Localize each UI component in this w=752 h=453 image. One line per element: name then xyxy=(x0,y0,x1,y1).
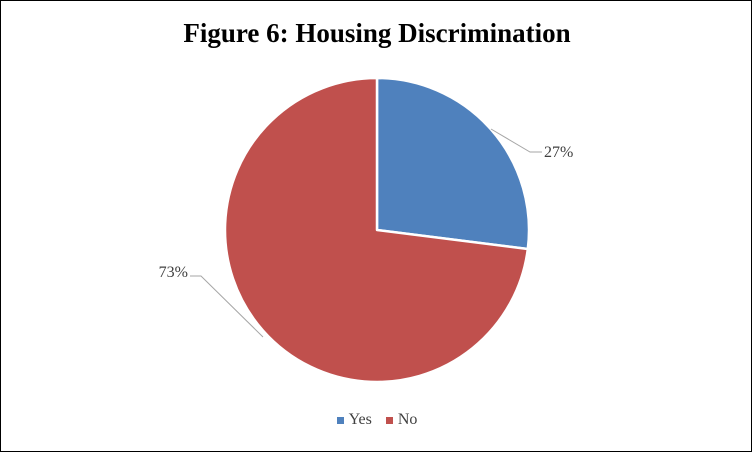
legend-item-no: No xyxy=(385,411,418,429)
legend-swatch-no xyxy=(385,416,393,424)
data-labels: 27% 73% xyxy=(159,144,574,281)
chart-title: Figure 6: Housing Discrimination xyxy=(183,18,571,48)
legend: Yes No xyxy=(1,411,752,429)
legend-item-yes: Yes xyxy=(336,411,372,429)
legend-swatch-yes xyxy=(336,416,344,424)
data-label-yes: 27% xyxy=(544,144,573,161)
leader-line-no xyxy=(190,275,264,338)
legend-label-yes: Yes xyxy=(348,411,372,428)
leader-lines xyxy=(190,128,542,338)
pie-slice-no xyxy=(223,76,530,384)
leader-line-yes xyxy=(490,128,542,153)
pie-slice-yes xyxy=(375,76,531,251)
legend-label-no: No xyxy=(397,411,418,428)
data-label-no: 73% xyxy=(159,264,188,281)
pie-slices xyxy=(223,76,531,384)
